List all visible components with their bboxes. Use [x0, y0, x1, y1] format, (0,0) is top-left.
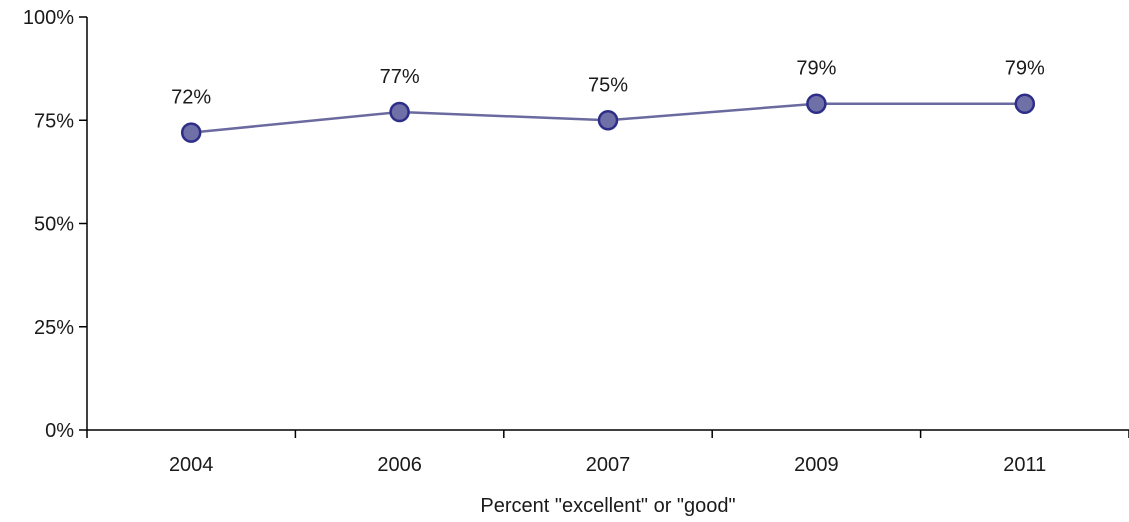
data-point-marker [389, 101, 410, 123]
y-tick-label: 50% [34, 214, 74, 236]
x-tick-label: 2006 [377, 454, 422, 476]
data-label: 72% [171, 87, 211, 109]
x-tick-label: 2007 [586, 454, 631, 476]
y-tick-label: 100% [23, 7, 74, 29]
data-label: 79% [796, 58, 836, 80]
data-point-marker [1014, 93, 1036, 114]
data-point-marker [597, 110, 619, 131]
series-layer: 72% 77% 75% 79% 79% [171, 58, 1045, 143]
data-point-marker [806, 93, 827, 114]
y-axis: 0% 25% 50% 75% 100% [23, 7, 88, 442]
data-label: 75% [588, 74, 628, 96]
y-tick-label: 25% [34, 317, 74, 339]
y-tick-label: 75% [34, 110, 74, 132]
x-tick-label: 2009 [794, 454, 839, 476]
x-axis-title: Percent "excellent" or "good" [480, 495, 735, 517]
x-tick-label: 2004 [169, 454, 214, 476]
y-tick-label: 0% [45, 420, 74, 442]
x-tick-label: 2011 [1003, 454, 1046, 476]
data-label: 77% [380, 66, 420, 88]
data-point-marker [180, 122, 202, 143]
data-label: 79% [1005, 58, 1045, 80]
x-axis: 2004 2006 2007 2009 2011 [86, 429, 1129, 476]
